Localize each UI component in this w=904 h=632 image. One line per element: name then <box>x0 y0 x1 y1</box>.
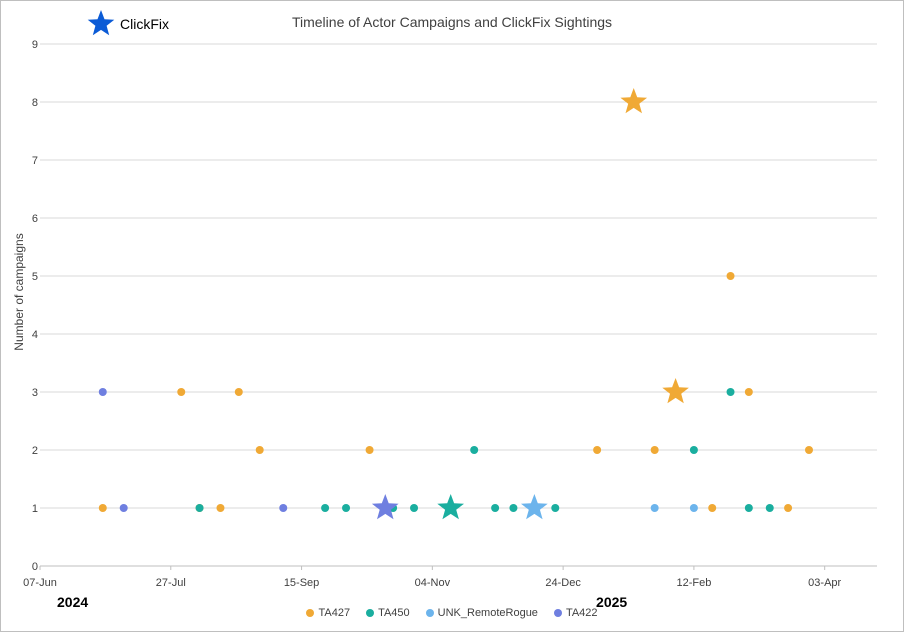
point-ta427-3 <box>216 504 225 512</box>
clickfix-star-ta427-8 <box>620 88 648 114</box>
point-ta450-10 <box>689 446 698 454</box>
legend-label-ta427: TA427 <box>318 607 351 619</box>
legend-item-ta427: TA427 <box>306 607 350 619</box>
y-tick-label-2: 2 <box>32 445 38 457</box>
point-ta427-12 <box>726 272 735 280</box>
y-tick-label-0: 0 <box>32 561 38 573</box>
y-tick-label-4: 4 <box>32 329 38 341</box>
legend-item-ta450: TA450 <box>366 607 410 619</box>
chart-title: Timeline of Actor Campaigns and ClickFix… <box>291 14 613 30</box>
point-ta450-8 <box>509 504 518 512</box>
point-ta427-1 <box>177 388 186 396</box>
y-tick-label-9: 9 <box>32 39 38 51</box>
clickfix-star-ta427-10 <box>662 378 689 404</box>
point-ta427-15 <box>804 446 813 454</box>
point-ta450-7 <box>491 504 500 512</box>
y-tick-label-1: 1 <box>32 503 38 515</box>
legend: TA427 TA450 UNK_RemoteRogue TA422 <box>0 607 904 619</box>
legend-marker-unk-remoterogue <box>425 609 434 617</box>
point-ta422-0 <box>98 388 107 396</box>
point-ta450-6 <box>470 446 479 454</box>
legend-marker-ta427 <box>306 609 315 617</box>
x-tick-label-27-Jul: 27-Jul <box>156 577 186 589</box>
point-unk-remoterogue-2 <box>689 504 698 512</box>
point-ta450-13 <box>765 504 774 512</box>
clickfix-star-ta422-3 <box>371 494 399 520</box>
point-ta427-7 <box>593 446 602 454</box>
clickfix-key-label: ClickFix <box>120 16 169 32</box>
legend-label-unk-remoterogue: UNK_RemoteRogue <box>437 607 538 619</box>
point-ta427-4 <box>234 388 243 396</box>
point-ta427-0 <box>98 504 107 512</box>
point-ta427-11 <box>708 504 717 512</box>
clickfix-star-ta450-5 <box>437 494 464 520</box>
point-ta450-9 <box>551 504 560 512</box>
y-tick-label-3: 3 <box>32 387 38 399</box>
clickfix-star-unk-remoterogue-0 <box>521 494 548 520</box>
x-tick-label-12-Feb: 12-Feb <box>676 577 711 589</box>
point-ta427-6 <box>365 446 374 454</box>
point-ta450-12 <box>744 504 753 512</box>
year-label-2024: 2024 <box>57 594 89 610</box>
point-ta427-5 <box>255 446 264 454</box>
y-tick-label-5: 5 <box>32 271 38 283</box>
clickfix-star-icon <box>87 10 115 36</box>
point-ta427-9 <box>650 446 659 454</box>
x-tick-label-04-Nov: 04-Nov <box>415 577 451 589</box>
y-tick-label-6: 6 <box>32 213 38 225</box>
legend-label-ta450: TA450 <box>378 607 410 619</box>
point-unk-remoterogue-1 <box>650 504 659 512</box>
x-tick-label-07-Jun: 07-Jun <box>23 577 57 589</box>
legend-marker-ta422 <box>553 609 562 617</box>
point-ta450-0 <box>195 504 204 512</box>
y-tick-label-7: 7 <box>32 155 38 167</box>
clickfix-key: ClickFix <box>86 9 169 39</box>
legend-label-ta422: TA422 <box>565 607 598 619</box>
x-tick-label-24-Dec: 24-Dec <box>545 577 581 589</box>
point-ta422-2 <box>279 504 288 512</box>
legend-item-ta422: TA422 <box>553 607 598 619</box>
legend-item-unk-remoterogue: UNK_RemoteRogue <box>425 607 538 619</box>
point-ta450-2 <box>342 504 351 512</box>
legend-marker-ta450 <box>366 609 375 617</box>
point-ta450-4 <box>410 504 419 512</box>
point-ta427-14 <box>784 504 793 512</box>
y-tick-label-8: 8 <box>32 97 38 109</box>
point-ta450-11 <box>726 388 735 396</box>
point-ta422-1 <box>119 504 128 512</box>
year-label-2025: 2025 <box>596 594 628 610</box>
point-ta427-13 <box>744 388 753 396</box>
x-tick-label-15-Sep: 15-Sep <box>284 577 319 589</box>
x-tick-label-03-Apr: 03-Apr <box>808 577 841 589</box>
point-ta450-1 <box>321 504 330 512</box>
